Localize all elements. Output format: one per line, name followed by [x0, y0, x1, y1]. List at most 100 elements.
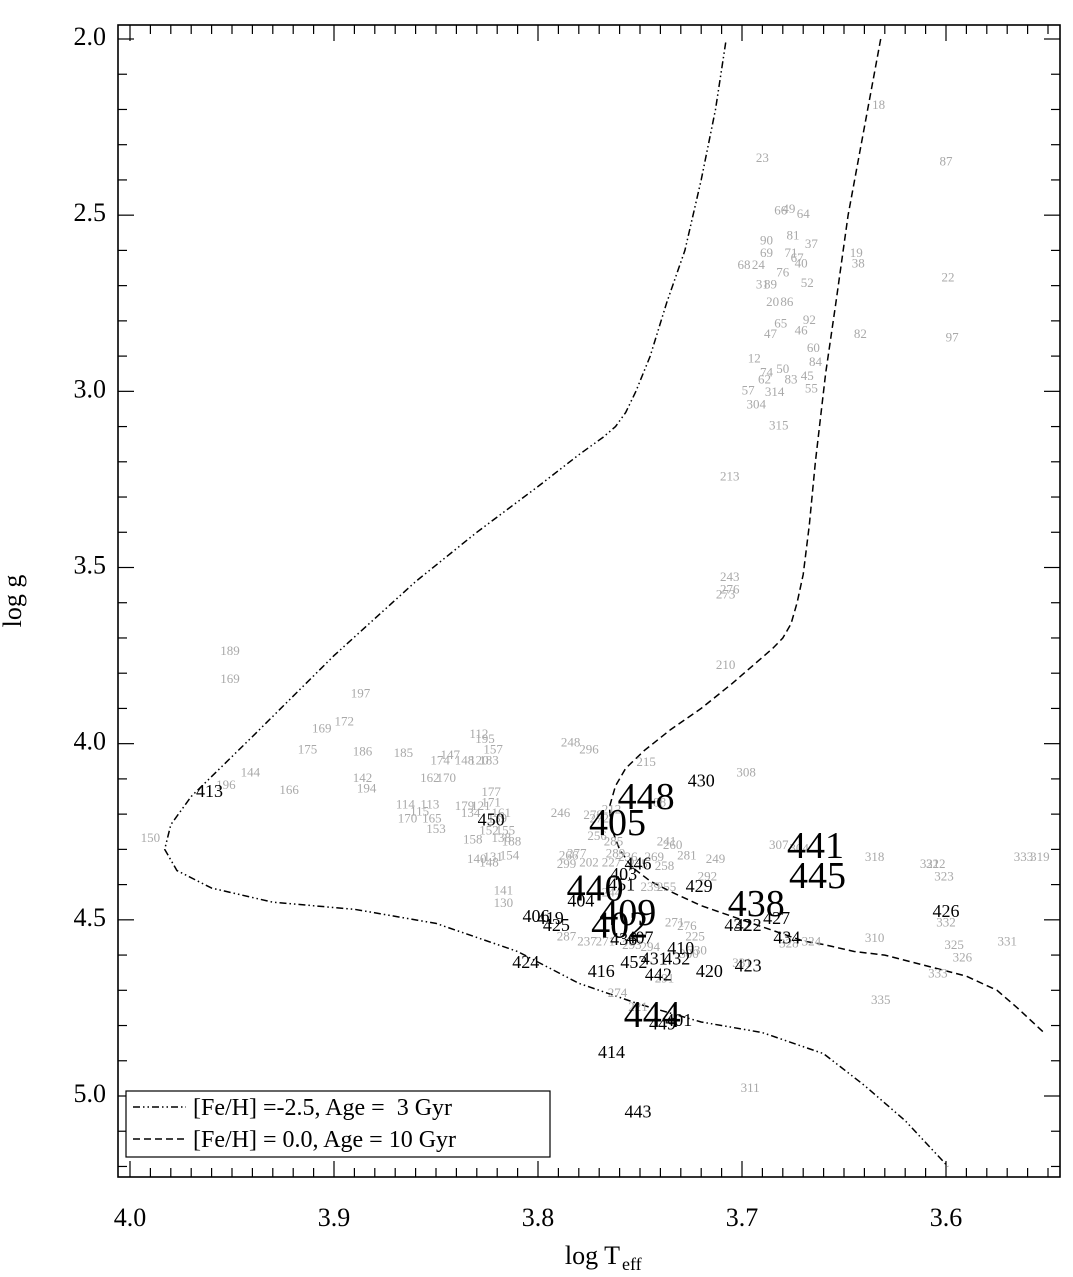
x-axis-title: log T — [565, 1241, 620, 1270]
star-label-faint: 331 — [732, 955, 752, 970]
star-label-faint: 331 — [997, 934, 1017, 949]
star-label-dark: 410 — [667, 938, 694, 958]
star-label-faint: 296 — [579, 742, 599, 757]
star-label-faint: 169 — [220, 671, 240, 686]
star-label-dark: 448 — [618, 776, 675, 818]
y-tick-label: 4.5 — [74, 903, 107, 932]
star-label-faint: 185 — [394, 745, 414, 760]
star-label-faint: 243 — [720, 569, 740, 584]
star-label-faint: 157 — [483, 742, 503, 757]
star-label-faint: 322 — [926, 856, 946, 871]
star-label-faint: 60 — [807, 340, 820, 355]
star-label-dark: 451 — [608, 874, 635, 894]
star-label-faint: 169 — [312, 721, 332, 736]
star-label-dark: 404 — [567, 890, 594, 910]
y-tick-label: 2.5 — [74, 198, 107, 227]
star-label-faint: 45 — [801, 368, 814, 383]
star-label-faint: 147 — [441, 747, 461, 762]
star-label-faint: 144 — [241, 765, 261, 780]
star-label-faint: 46 — [795, 322, 809, 337]
star-label-faint: 278 — [583, 807, 603, 822]
star-label-dark: 403 — [610, 864, 637, 884]
star-label-faint: 130 — [494, 895, 514, 910]
star-label-faint: 236 — [618, 849, 638, 864]
star-label-faint: 38 — [852, 255, 865, 270]
star-label-faint: 174 — [430, 752, 450, 767]
star-label-dark: 401 — [665, 1010, 692, 1030]
star-label-dark: 446 — [624, 853, 651, 873]
star-label-faint: 89 — [764, 277, 777, 292]
star-label-dark: 442 — [645, 964, 672, 984]
star-label-faint: 138 — [492, 830, 512, 845]
star-label-faint: 67 — [791, 250, 805, 265]
star-label-faint: 249 — [706, 851, 726, 866]
star-label-faint: 121 — [471, 798, 491, 813]
y-tick-label: 4.0 — [74, 727, 107, 756]
y-tick-label: 2.0 — [74, 22, 107, 51]
star-label-faint: 235 — [628, 856, 648, 871]
star-label-dark: 452 — [620, 952, 647, 972]
star-label-faint: 248 — [561, 735, 581, 750]
star-label-faint: 325 — [944, 937, 964, 952]
star-label-faint: 165 — [422, 810, 442, 825]
star-label-faint: 177 — [481, 784, 501, 799]
star-label-dark: 438 — [728, 883, 785, 925]
star-label-faint: 81 — [787, 227, 800, 242]
star-label-dark: 427 — [763, 908, 790, 928]
star-label-faint: 154 — [500, 847, 520, 862]
star-label-dark: 449 — [649, 1014, 676, 1034]
star-label-faint: 195 — [475, 731, 495, 746]
star-label-faint: 31 — [756, 277, 769, 292]
star-label-faint: 114 — [396, 796, 416, 811]
star-label-dark: 419 — [537, 908, 564, 928]
star-label-faint: 300 — [679, 946, 699, 961]
star-label-faint: 83 — [784, 372, 797, 387]
star-label-faint: 47 — [764, 326, 778, 341]
star-label-faint: 289 — [606, 846, 626, 861]
star-label-dark: 406 — [522, 906, 549, 926]
star-label-faint: 166 — [279, 782, 299, 797]
star-label-faint: 271 — [665, 914, 685, 929]
x-tick-label: 3.8 — [522, 1203, 555, 1232]
star-label-faint: 120 — [469, 752, 489, 767]
star-label-dark: 407 — [627, 927, 654, 947]
star-label-faint: 304 — [747, 396, 767, 411]
star-label-dark: 405 — [589, 802, 646, 844]
star-label-faint: 237 — [577, 934, 597, 949]
star-label-faint: 23 — [756, 150, 769, 165]
star-label-dark: 424 — [512, 952, 539, 972]
x-tick-label: 3.9 — [318, 1203, 351, 1232]
star-label-faint: 64 — [797, 206, 811, 221]
star-label-faint: 276 — [677, 918, 697, 933]
y-tick-label: 5.0 — [74, 1079, 107, 1108]
star-label-faint: 227 — [602, 854, 622, 869]
star-label-faint: 212 — [602, 802, 622, 817]
star-label-faint: 215 — [636, 754, 656, 769]
star-label-dark: 432 — [724, 915, 751, 935]
isochrone-curve-feh-minus-2-5 — [163, 42, 949, 1168]
star-label-faint: 276 — [720, 581, 740, 596]
isochrone-curve-feh-0-0 — [608, 38, 1045, 1034]
star-label-faint: 269 — [645, 849, 665, 864]
star-label-faint: 62 — [758, 372, 771, 387]
star-label-dark: 436 — [610, 929, 637, 949]
star-label-faint: 68 — [738, 257, 751, 272]
star-label-dark: 431 — [641, 948, 668, 968]
star-label-dark: 440 — [567, 867, 624, 909]
star-label-faint: 175 — [298, 742, 318, 757]
star-label-faint: 315 — [769, 418, 789, 433]
star-label-dark: 413 — [196, 781, 223, 801]
star-label-faint: 22 — [942, 270, 955, 285]
star-label-dark: 429 — [686, 876, 713, 896]
star-label-dark: 445 — [789, 855, 846, 897]
star-label-faint: 134 — [461, 805, 481, 820]
star-label-faint: 139 — [487, 810, 507, 825]
star-label-faint: 197 — [351, 685, 371, 700]
star-label-faint: 57 — [742, 382, 756, 397]
star-label-faint: 161 — [492, 805, 512, 820]
y-axis-title: log g — [0, 575, 27, 628]
star-label-faint: 69 — [760, 245, 773, 260]
tick-labels: 4.0 3.9 3.8 3.7 3.6 2.0 2.5 3.0 3.5 4.0 4.5 5.0 — [74, 22, 963, 1232]
star-label-faint: 307 — [769, 837, 789, 852]
